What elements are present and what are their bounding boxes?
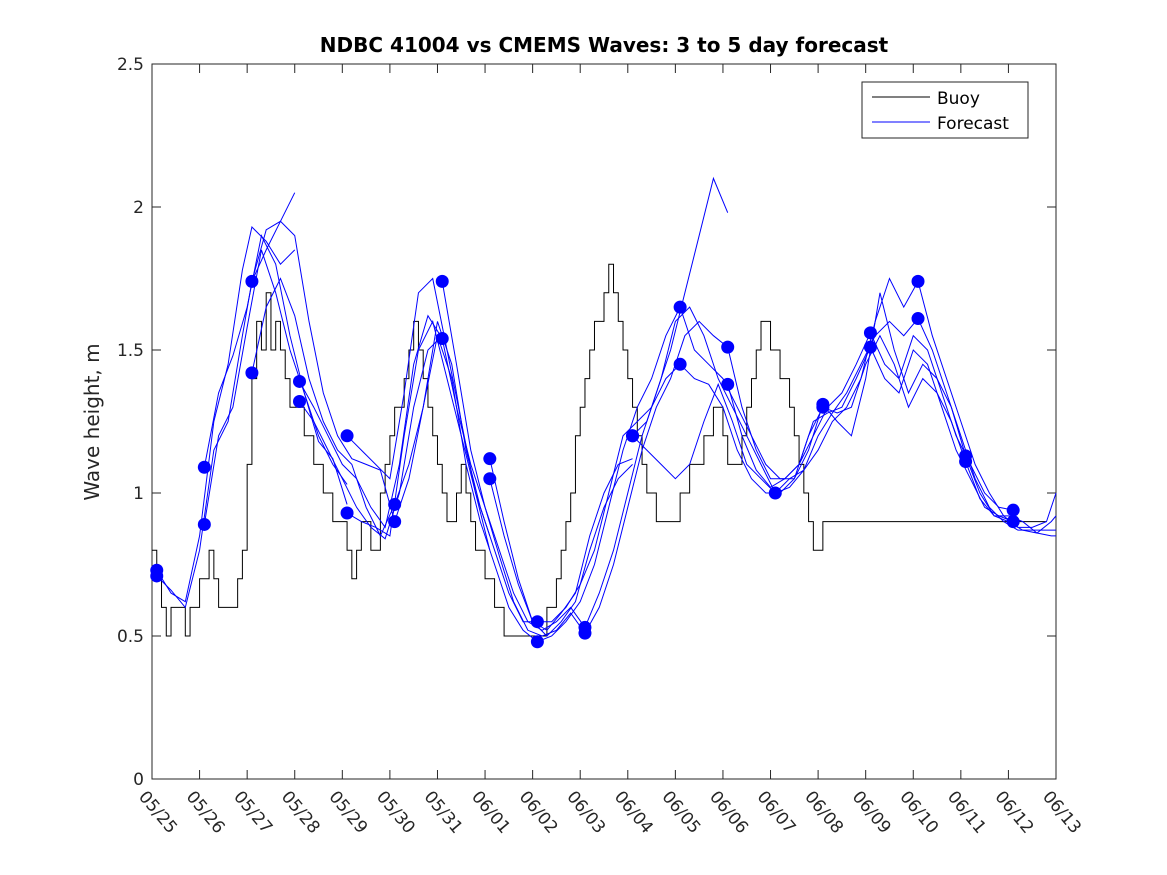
y-tick-label: 2 [133,198,144,218]
forecast-point [388,515,402,529]
forecast-series-line [869,332,1014,511]
forecast-series-line [299,314,443,529]
forecast-point [245,274,259,288]
forecast-point [959,455,973,469]
legend-forecast-label: Forecast [937,114,1009,134]
forecast-series-line [489,458,633,637]
legend-buoy-label: Buoy [937,89,980,109]
forecast-series-line [489,458,633,631]
legend-box [861,81,1029,139]
forecast-point [435,332,449,346]
forecast-series-line [441,338,586,637]
forecast-series-line [537,306,681,643]
forecast-series-line [917,318,1056,531]
buoy-series-line [152,263,1047,637]
forecast-point [721,377,735,391]
forecast-point [388,497,402,511]
forecast-point [245,366,259,380]
forecast-point [816,400,830,414]
forecast-point [530,635,544,649]
legend: Buoy Forecast [861,81,1029,139]
forecast-point [626,429,640,443]
forecast-series-line [156,192,296,609]
forecast-series-line [346,319,491,551]
forecast-series-line [394,333,538,643]
forecast-series-line [822,334,967,462]
forecast-point [197,517,211,531]
y-tick-label: 2.5 [117,55,144,75]
forecast-point [721,340,735,354]
forecast-series-line [537,363,681,623]
forecast-series-line [632,382,776,494]
forecast-point [340,429,354,443]
forecast-series-line [299,335,443,540]
forecast-series-line [917,281,1057,528]
forecast-series-line [203,234,348,485]
forecast-point [673,300,687,314]
forecast-series-line [775,318,919,494]
forecast-point [1006,515,1020,529]
axes-frame [151,63,1057,780]
forecast-point [911,312,925,326]
forecast-point [292,374,306,388]
forecast-point [768,486,782,500]
forecast-point [863,340,877,354]
forecast-series-line [632,306,776,494]
forecast-point [578,626,592,640]
chart-title: NDBC 41004 vs CMEMS Waves: 3 to 5 day fo… [320,33,889,57]
y-tick-label: 1 [133,484,144,504]
forecast-series-line [584,320,729,634]
forecast-series-line [251,277,396,538]
forecast-series-line [203,249,348,525]
plot-area: 00.511.522.505/25 05/26 05/27 05/28 05/29 05/… [117,55,1085,838]
forecast-point [292,394,306,408]
forecast-point [673,357,687,371]
y-tick-label: 1.5 [117,341,144,361]
forecast-series-line [251,220,396,522]
forecast-point [530,615,544,629]
y-tick-label: 0.5 [117,627,144,647]
forecast-point [483,452,497,466]
forecast-point [197,460,211,474]
forecast-point [863,326,877,340]
forecast-point [911,274,925,288]
forecast-series-line [441,281,586,631]
forecast-series-line [822,292,967,456]
y-tick-label: 0 [133,770,144,790]
forecast-point [340,506,354,520]
forecast-point [150,569,164,583]
forecast-point [1006,503,1020,517]
forecast-point [435,274,449,288]
forecast-series-line [156,226,296,603]
forecast-series-line [774,277,919,494]
y-axis-label: Wave height, m [80,343,104,500]
forecast-series-line [727,346,871,488]
forecast-point [483,472,497,486]
